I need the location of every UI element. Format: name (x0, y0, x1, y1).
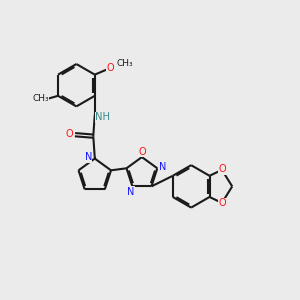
Text: O: O (106, 63, 114, 73)
Text: CH₃: CH₃ (116, 58, 133, 68)
Text: O: O (219, 199, 226, 208)
Text: N: N (127, 187, 135, 197)
Text: CH₃: CH₃ (32, 94, 49, 103)
Text: N: N (159, 162, 166, 172)
Text: N: N (85, 152, 92, 162)
Text: NH: NH (95, 112, 110, 122)
Text: O: O (219, 164, 226, 174)
Text: O: O (66, 129, 74, 139)
Text: O: O (138, 147, 146, 157)
